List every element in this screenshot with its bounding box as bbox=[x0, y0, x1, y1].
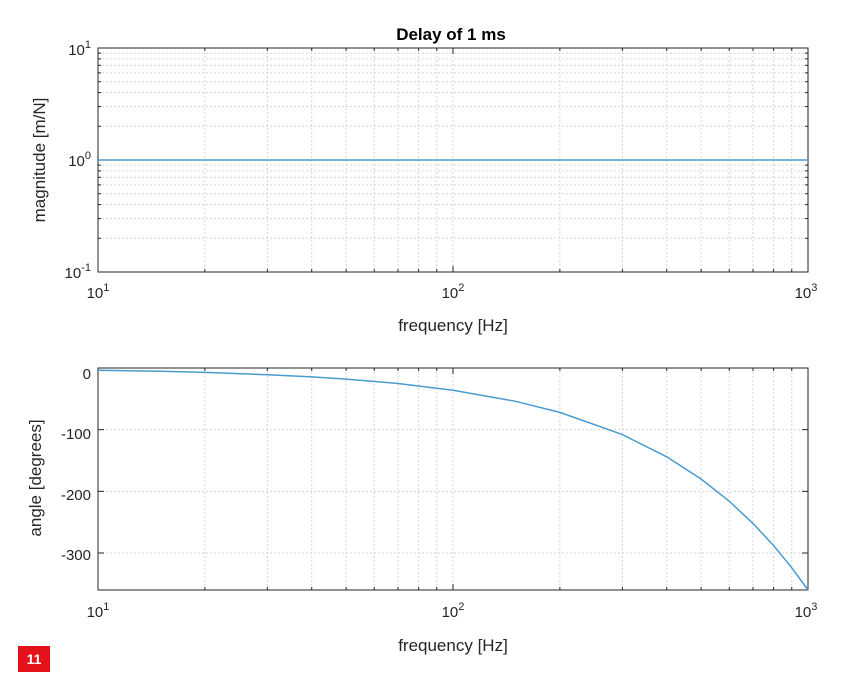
magnitude-xtick-label-1: 101 bbox=[87, 282, 110, 302]
magnitude-plot: Delay of 1 ms 101 100 10-1 101 102 103 f… bbox=[30, 25, 817, 335]
magnitude-ytick-label-3: 10-1 bbox=[65, 262, 91, 282]
phase-ytick-label-200: -200 bbox=[61, 487, 91, 504]
phase-ytick-label-300: -300 bbox=[61, 547, 91, 564]
phase-yaxis-label: angle [degrees] bbox=[26, 419, 45, 536]
phase-xtick-label-3: 103 bbox=[795, 601, 818, 621]
phase-tick-marks bbox=[97, 367, 809, 590]
magnitude-xtick-label-2: 102 bbox=[442, 282, 465, 302]
magnitude-plot-title: Delay of 1 ms bbox=[396, 25, 506, 44]
phase-ytick-label-0: 0 bbox=[83, 366, 91, 383]
magnitude-ytick-label-1: 101 bbox=[68, 39, 91, 59]
magnitude-yaxis-label: magnitude [m/N] bbox=[30, 98, 49, 223]
phase-xaxis-label: frequency [Hz] bbox=[398, 636, 508, 655]
magnitude-xaxis-label: frequency [Hz] bbox=[398, 316, 508, 335]
phase-xtick-label-2: 102 bbox=[442, 601, 465, 621]
phase-xtick-label-1: 101 bbox=[87, 601, 110, 621]
figure-number-badge: 11 bbox=[18, 646, 50, 672]
phase-series-line bbox=[97, 369, 809, 591]
phase-ytick-label-100: -100 bbox=[61, 426, 91, 443]
magnitude-ytick-label-2: 100 bbox=[68, 150, 91, 170]
phase-plot: 0 -100 -200 -300 101 102 103 frequency [… bbox=[26, 366, 817, 655]
magnitude-xtick-label-3: 103 bbox=[795, 282, 818, 302]
